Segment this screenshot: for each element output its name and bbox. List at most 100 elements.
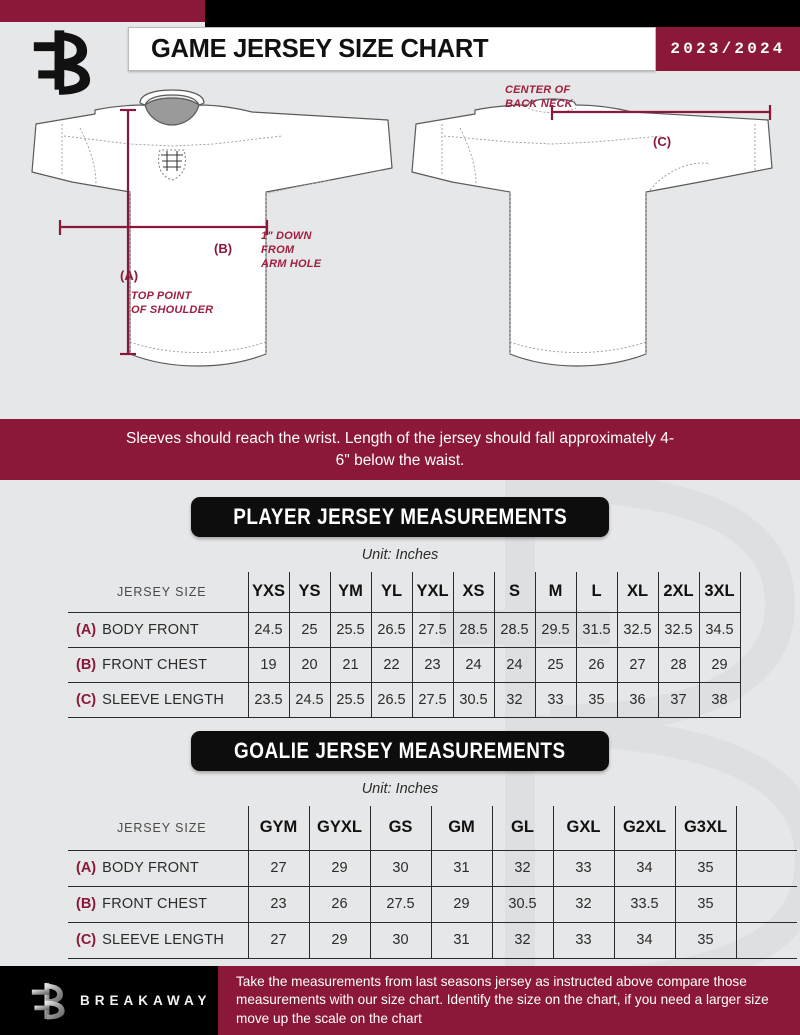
measurement-cell: 25: [534, 646, 577, 683]
size-header-cell: S: [493, 572, 536, 613]
measurement-cell: 35: [674, 885, 737, 923]
measurement-cell: 27: [247, 849, 310, 887]
player-measurements-table: JERSEY SIZE YXS YS YM YL YXL XS S M L XL 2XL 3XL (A) B…: [68, 572, 741, 718]
size-header-cell: XS: [452, 572, 495, 613]
measurement-cell: 20: [288, 646, 331, 683]
measurement-cell: 24.5: [247, 611, 290, 648]
table-header-row: JERSEY SIZE GYM GYXL GS GM GL GXL G2XL G3XL: [68, 806, 797, 851]
measurement-cell: 29: [308, 921, 371, 959]
measurement-name: BODY FRONT: [102, 621, 199, 638]
size-header-cell: G2XL: [613, 806, 676, 851]
jersey-back-illustration: [411, 98, 773, 367]
measurement-tag: (C): [76, 691, 97, 708]
measurement-name: SLEEVE LENGTH: [102, 691, 225, 708]
footer-brand-block: BREAKAWAY: [0, 966, 218, 1035]
page-footer: BREAKAWAY Take the measurements from las…: [0, 966, 800, 1035]
measurement-row-label: (C) SLEEVE LENGTH: [68, 681, 249, 718]
measurement-cell: 21: [329, 646, 372, 683]
caption-top-point-of-shoulder: TOP POINT OF SHOULDER: [131, 290, 214, 316]
measurement-cell: 30.5: [491, 885, 554, 923]
size-header-cell: YM: [329, 572, 372, 613]
measurement-cell: 32: [491, 921, 554, 959]
measurement-cell: 23: [411, 646, 454, 683]
measurement-cell: 35: [575, 681, 618, 718]
measurement-cell: 32: [493, 681, 536, 718]
measurement-cell: 38: [698, 681, 741, 718]
measurement-row-label: (C) SLEEVE LENGTH: [68, 921, 249, 959]
measurement-tag: (C): [76, 932, 97, 948]
instruction-note-text: Sleeves should reach the wrist. Length o…: [126, 429, 674, 469]
measurement-cell: 25.5: [329, 611, 372, 648]
size-header-cell: [735, 806, 797, 851]
table-row: (C) SLEEVE LENGTH 27 29 30 31 32 33 34 35: [68, 921, 797, 959]
goalie-unit-label: Unit: Inches: [361, 781, 439, 797]
measurement-cell: 33.5: [613, 885, 676, 923]
size-header-cell: G3XL: [674, 806, 737, 851]
goalie-section-label: GOALIE JERSEY MEASUREMENTS: [234, 738, 566, 763]
measurement-cell: 23.5: [247, 681, 290, 718]
measurement-label-a-front: (A): [120, 268, 139, 283]
size-header-cell: GL: [491, 806, 554, 851]
measurement-cell: 31: [430, 921, 493, 959]
breakaway-b-logo-icon: [33, 30, 91, 95]
measurement-cell: 27: [616, 646, 659, 683]
measurement-cell: 33: [534, 681, 577, 718]
measurement-tag: (B): [76, 656, 97, 673]
size-header-cell: GS: [369, 806, 432, 851]
measurement-cell: 36: [616, 681, 659, 718]
measurement-cell: 37: [657, 681, 700, 718]
measurement-cell: 34.5: [698, 611, 741, 648]
breakaway-b-logo-icon-footer: [31, 982, 65, 1019]
size-header-cell: YXL: [411, 572, 454, 613]
measurement-cell: 27: [247, 921, 310, 959]
measurement-cell: 31: [430, 849, 493, 887]
jersey-front-illustration: [31, 89, 393, 367]
measurement-cell: 25: [288, 611, 331, 648]
measurement-row-label: (A) BODY FRONT: [68, 611, 249, 648]
measurement-tag: (A): [76, 621, 97, 638]
size-header-cell: GM: [430, 806, 493, 851]
measurement-cell: 29: [308, 849, 371, 887]
measurement-name: SLEEVE LENGTH: [102, 932, 225, 948]
measurement-row-label: (A) BODY FRONT: [68, 849, 249, 887]
measurement-cell: 32.5: [616, 611, 659, 648]
top-accent-strip-black: [205, 0, 800, 27]
measurement-cell: 26.5: [370, 681, 413, 718]
player-section-label: PLAYER JERSEY MEASUREMENTS: [232, 504, 568, 529]
size-header-cell: YL: [370, 572, 413, 613]
jersey-size-header: JERSEY SIZE: [68, 572, 249, 613]
measurement-cell: 27.5: [411, 681, 454, 718]
measurement-row-label: (B) FRONT CHEST: [68, 646, 249, 683]
instruction-note-band: Sleeves should reach the wrist. Length o…: [0, 419, 800, 480]
measurement-cell: 29: [430, 885, 493, 923]
table-row: (B) FRONT CHEST 23 26 27.5 29 30.5 32 33.5 35: [68, 885, 797, 923]
measurement-cell: [735, 849, 797, 887]
measurement-cell: 29: [698, 646, 741, 683]
measurement-cell: 32.5: [657, 611, 700, 648]
table-header-row: JERSEY SIZE YXS YS YM YL YXL XS S M L XL 2XL 3XL: [68, 572, 741, 613]
size-header-cell: 3XL: [698, 572, 741, 613]
measurement-label-c-back: (C): [653, 134, 672, 149]
measurement-cell: 32: [491, 849, 554, 887]
measurement-name: BODY FRONT: [102, 860, 199, 876]
size-header-cell: XL: [616, 572, 659, 613]
measurement-cell: [735, 885, 797, 923]
measurement-cell: 34: [613, 849, 676, 887]
top-accent-strip-maroon: [0, 0, 205, 22]
table-row: (C) SLEEVE LENGTH 23.5 24.5 25.5 26.5 27.5 30.5…: [68, 681, 741, 718]
page-header: GAME JERSEY SIZE CHART 2023/2024: [0, 27, 800, 95]
measurement-cell: 26: [308, 885, 371, 923]
size-header-cell: L: [575, 572, 618, 613]
page-title: GAME JERSEY SIZE CHART: [151, 34, 489, 63]
measurement-cell: 30.5: [452, 681, 495, 718]
measurement-cell: 23: [247, 885, 310, 923]
measurement-cell: 25.5: [329, 681, 372, 718]
player-section-pill: PLAYER JERSEY MEASUREMENTS: [191, 497, 609, 537]
measurement-cell: 22: [370, 646, 413, 683]
season-label: 2023/2024: [670, 40, 786, 58]
measurement-label-b-front: (B): [214, 241, 233, 256]
measurement-cell: 26.5: [370, 611, 413, 648]
size-header-cell: YS: [288, 572, 331, 613]
size-header-cell: YXS: [247, 572, 290, 613]
